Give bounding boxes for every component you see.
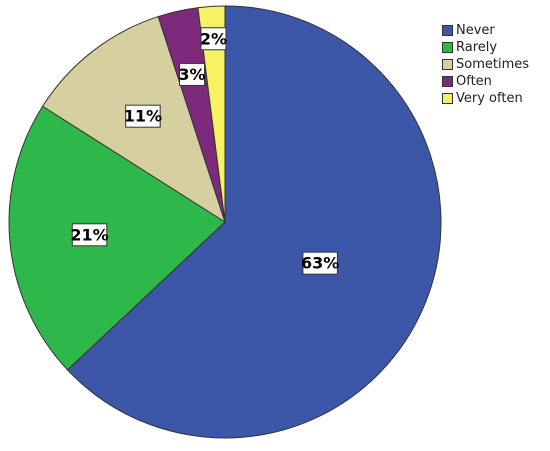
legend-item-very-often: Very often	[442, 90, 529, 107]
pie-slice-very-often	[197, 5, 226, 223]
legend-item-often: Often	[442, 73, 529, 90]
svg-text:2%: 2%	[200, 29, 227, 48]
legend-label: Sometimes	[456, 57, 530, 72]
pie-labels: 63% 21% 11% 3% 2%	[70, 27, 339, 275]
pie-label-very-often: 2%	[200, 27, 227, 51]
svg-text:3%: 3%	[178, 65, 205, 84]
legend-item-rarely: Rarely	[442, 39, 529, 56]
legend-swatch	[442, 42, 453, 53]
legend-label: Very often	[456, 91, 523, 106]
legend-swatch	[442, 93, 453, 104]
legend-swatch	[442, 76, 453, 87]
legend: Never Rarely Sometimes Often Very often	[442, 22, 529, 107]
legend-item-never: Never	[442, 22, 529, 39]
svg-text:11%: 11%	[124, 107, 162, 126]
svg-text:63%: 63%	[301, 254, 339, 273]
svg-text:21%: 21%	[70, 225, 108, 244]
pie-label-rarely: 21%	[70, 223, 109, 247]
pie-slices	[8, 5, 442, 439]
pie-label-often: 3%	[178, 62, 206, 86]
pie-label-never: 63%	[301, 251, 339, 275]
legend-item-sometimes: Sometimes	[442, 56, 529, 73]
legend-label: Often	[456, 74, 492, 89]
pie-slice-rarely	[8, 105, 226, 371]
legend-label: Never	[456, 23, 495, 38]
pie-slice-never	[66, 5, 442, 439]
pie-label-sometimes: 11%	[124, 104, 162, 128]
legend-label: Rarely	[456, 40, 498, 55]
legend-swatch	[442, 25, 453, 36]
legend-swatch	[442, 59, 453, 70]
